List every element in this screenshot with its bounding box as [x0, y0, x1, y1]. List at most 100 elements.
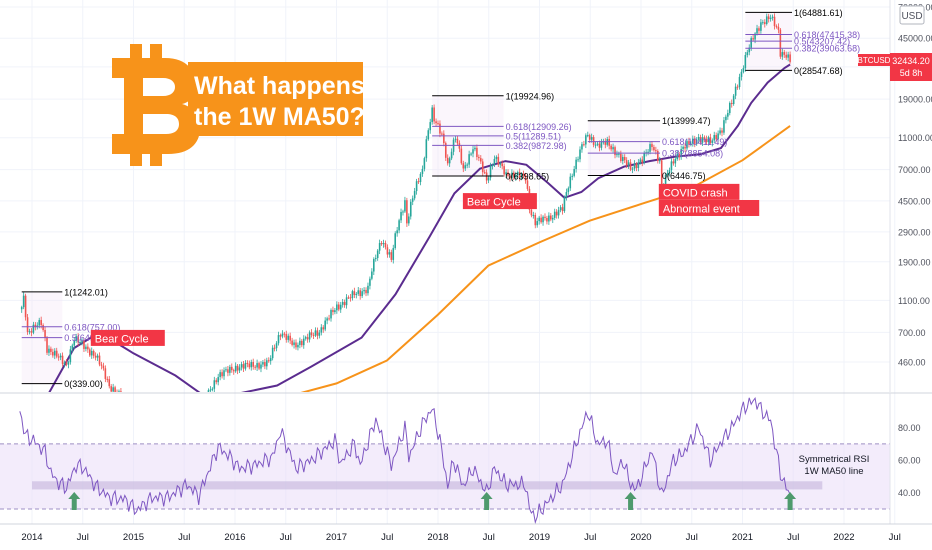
- candle-body[interactable]: [555, 211, 558, 216]
- candle-body[interactable]: [600, 141, 603, 148]
- candle-body[interactable]: [454, 138, 457, 140]
- candle-body[interactable]: [234, 365, 237, 372]
- candle-body[interactable]: [310, 332, 313, 336]
- candle-body[interactable]: [651, 144, 653, 148]
- candle-body[interactable]: [773, 16, 776, 27]
- candle-body[interactable]: [783, 52, 786, 55]
- candle-body[interactable]: [254, 366, 256, 368]
- candle-body[interactable]: [491, 165, 494, 167]
- candle-body[interactable]: [507, 172, 509, 176]
- candle-body[interactable]: [499, 163, 502, 165]
- candle-body[interactable]: [339, 304, 342, 310]
- candle-body[interactable]: [746, 52, 749, 56]
- candle-body[interactable]: [727, 113, 729, 117]
- candle-body[interactable]: [85, 346, 87, 349]
- candle-body[interactable]: [754, 33, 756, 40]
- candle-body[interactable]: [425, 139, 428, 159]
- candle-body[interactable]: [90, 350, 93, 356]
- candle-body[interactable]: [248, 363, 251, 368]
- candle-body[interactable]: [408, 216, 410, 224]
- candle-body[interactable]: [542, 216, 544, 223]
- candle-body[interactable]: [100, 364, 103, 366]
- candle-body[interactable]: [581, 144, 583, 150]
- candle-body[interactable]: [618, 153, 620, 155]
- candle-body[interactable]: [30, 331, 33, 333]
- candle-body[interactable]: [658, 160, 661, 162]
- candle-body[interactable]: [771, 16, 774, 18]
- candle-body[interactable]: [304, 337, 307, 339]
- candle-body[interactable]: [357, 290, 360, 294]
- candle-body[interactable]: [376, 250, 379, 259]
- candle-body[interactable]: [738, 76, 741, 88]
- rsi-pane[interactable]: 80.00 60.00 40.00 Symmetrical RSI 1W MA50 …: [0, 393, 921, 524]
- candle-body[interactable]: [466, 164, 468, 166]
- candle-body[interactable]: [330, 310, 332, 319]
- candle-body[interactable]: [789, 54, 791, 62]
- candle-body[interactable]: [769, 17, 772, 20]
- candle-body[interactable]: [524, 175, 527, 181]
- candle-body[interactable]: [22, 295, 25, 308]
- candle-body[interactable]: [604, 141, 607, 145]
- candle-body[interactable]: [106, 378, 109, 380]
- candle-body[interactable]: [571, 175, 574, 177]
- candle-body[interactable]: [299, 340, 301, 345]
- candle-body[interactable]: [223, 370, 225, 377]
- candle-body[interactable]: [394, 233, 397, 249]
- candle-body[interactable]: [289, 335, 291, 341]
- candle-body[interactable]: [297, 344, 299, 348]
- candle-body[interactable]: [705, 139, 708, 143]
- candle-body[interactable]: [633, 163, 636, 169]
- candle-body[interactable]: [713, 135, 716, 141]
- fib-retracements[interactable]: 1(1242.01) 0.618(757.00)0.5(649.64) 0(339.…: [21, 8, 860, 389]
- candle-body[interactable]: [96, 355, 99, 358]
- candle-body[interactable]: [378, 243, 381, 251]
- candle-body[interactable]: [209, 389, 212, 391]
- candle-body[interactable]: [631, 168, 634, 170]
- candle-body[interactable]: [213, 380, 216, 389]
- candle-body[interactable]: [643, 153, 645, 163]
- candle-body[interactable]: [721, 130, 723, 133]
- candle-body[interactable]: [536, 221, 539, 226]
- candle-body[interactable]: [649, 144, 651, 152]
- candle-body[interactable]: [240, 364, 243, 368]
- candle-body[interactable]: [563, 197, 566, 212]
- candle-body[interactable]: [653, 147, 655, 151]
- candle-body[interactable]: [73, 340, 76, 346]
- candle-body[interactable]: [382, 243, 385, 245]
- candle-body[interactable]: [446, 157, 449, 164]
- candle-body[interactable]: [211, 388, 214, 390]
- candle-body[interactable]: [583, 144, 585, 146]
- candle-body[interactable]: [785, 54, 787, 58]
- candle-body[interactable]: [308, 332, 311, 340]
- candle-body[interactable]: [367, 285, 369, 294]
- candle-body[interactable]: [24, 295, 27, 318]
- candle-body[interactable]: [108, 379, 111, 387]
- candle-body[interactable]: [725, 116, 727, 121]
- candle-body[interactable]: [470, 153, 472, 155]
- candle-body[interactable]: [481, 161, 484, 173]
- candle-body[interactable]: [736, 86, 739, 88]
- candle-body[interactable]: [42, 325, 44, 331]
- price-pane[interactable]: 1(1242.01) 0.618(757.00)0.5(649.64) 0(339.…: [0, 0, 932, 524]
- candle-body[interactable]: [548, 215, 550, 222]
- candle-body[interactable]: [668, 170, 671, 174]
- candle-body[interactable]: [520, 173, 523, 178]
- candle-body[interactable]: [588, 135, 591, 140]
- candle-body[interactable]: [433, 107, 435, 122]
- candle-body[interactable]: [48, 348, 50, 353]
- candle-body[interactable]: [516, 172, 519, 176]
- candle-body[interactable]: [569, 176, 572, 189]
- candle-body[interactable]: [324, 320, 326, 330]
- candle-body[interactable]: [427, 130, 430, 140]
- candle-body[interactable]: [388, 252, 391, 255]
- candle-body[interactable]: [419, 173, 422, 182]
- candle-body[interactable]: [112, 387, 114, 392]
- candle-body[interactable]: [398, 220, 400, 231]
- candle-body[interactable]: [608, 139, 610, 146]
- candle-body[interactable]: [59, 355, 62, 358]
- candle-body[interactable]: [701, 137, 704, 143]
- candle-body[interactable]: [293, 342, 295, 345]
- candle-body[interactable]: [373, 259, 375, 272]
- candle-body[interactable]: [625, 160, 628, 166]
